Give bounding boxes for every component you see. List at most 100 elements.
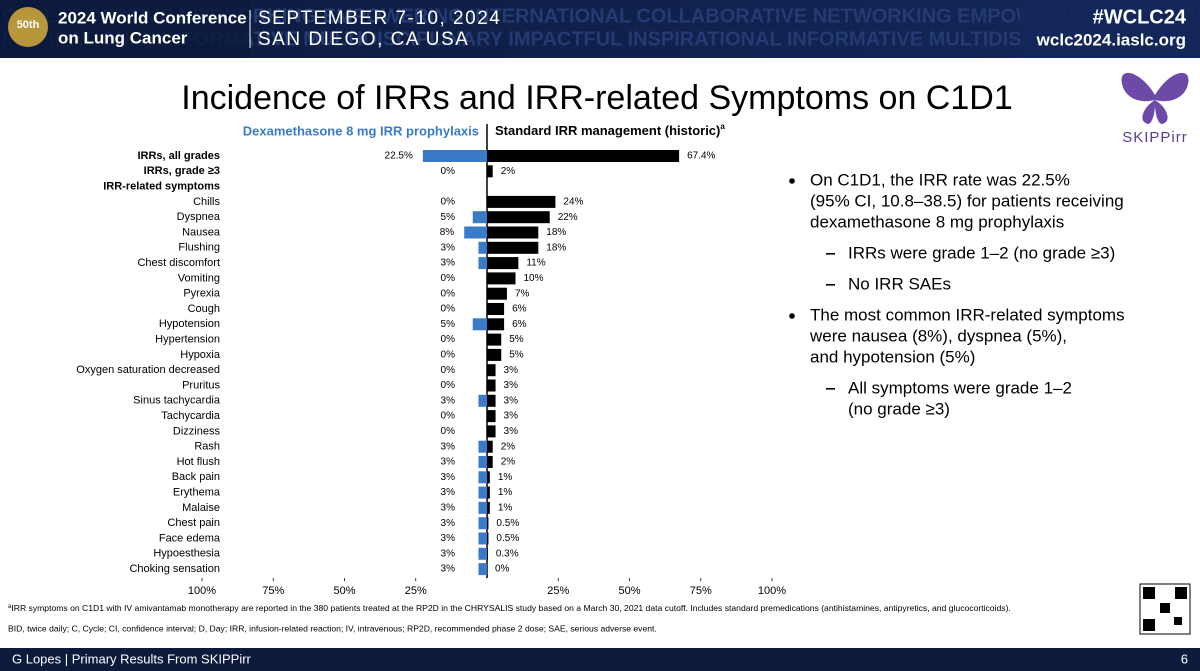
category-label: Cough: [188, 303, 220, 315]
category-label: Chest discomfort: [137, 257, 220, 269]
value-label: 10%: [524, 273, 544, 284]
bullet-text: (95% CI, 10.8–38.5) for patients receivi…: [810, 191, 1124, 210]
value-label: 3%: [504, 365, 519, 376]
bullet-dot: [789, 178, 795, 184]
category-label: Dizziness: [173, 425, 221, 437]
qr-block: [1160, 603, 1170, 613]
x-tick-label: 50%: [618, 585, 640, 597]
category-label: Sinus tachycardia: [133, 395, 221, 407]
conference-name: 2024 World Conference: [58, 8, 247, 27]
category-label: Tachycardia: [161, 410, 221, 422]
category-label: Back pain: [172, 471, 220, 483]
category-label: Pruritus: [182, 379, 220, 391]
bar: [478, 456, 487, 468]
bullet-text: The most common IRR-related symptoms: [810, 305, 1125, 324]
bullet-text: and hypotension (5%): [810, 347, 975, 366]
value-label: 3%: [441, 487, 456, 498]
category-label: Nausea: [182, 226, 221, 238]
hashtag: #WCLC24: [1093, 6, 1187, 28]
value-label: 0.5%: [496, 518, 519, 529]
value-label: 0%: [441, 334, 456, 345]
category-label: Rash: [194, 441, 220, 453]
legend-label-group: Standard IRR management (historic)a: [495, 122, 725, 138]
category-label: Hot flush: [177, 456, 220, 468]
value-label: 3%: [441, 441, 456, 452]
legend-superscript: a: [720, 122, 725, 131]
bar: [487, 471, 490, 484]
conference-logo: [8, 7, 48, 47]
category-label: Hypotension: [159, 318, 220, 330]
x-tick-label: 75%: [262, 585, 284, 597]
x-tick-label: 25%: [405, 585, 427, 597]
value-label: 3%: [441, 518, 456, 529]
x-tick-label: 50%: [333, 585, 355, 597]
skippirr-logo: SKIPPirr: [1121, 72, 1189, 146]
value-label: 0%: [441, 411, 456, 422]
bar: [487, 287, 507, 300]
value-label: 1%: [498, 487, 513, 498]
value-label: 1%: [498, 472, 513, 483]
qr-block: [1175, 587, 1187, 599]
value-label: 2%: [501, 441, 516, 452]
sub-bullet-text: IRRs were grade 1–2 (no grade ≥3): [848, 243, 1115, 262]
category-label: IRR-related symptoms: [103, 181, 220, 193]
x-tick-label: 100%: [188, 585, 216, 597]
value-label: 5%: [441, 212, 456, 223]
value-label: 0%: [495, 564, 510, 575]
category-label: Choking sensation: [129, 563, 220, 575]
bar: [487, 532, 489, 545]
abbreviations: BID, twice daily; C, Cycle; CI, confiden…: [8, 623, 657, 633]
bar: [487, 272, 516, 285]
bar: [487, 425, 496, 438]
value-label: 0.3%: [496, 548, 519, 559]
bar: [478, 440, 487, 453]
value-label: 67.4%: [687, 151, 715, 162]
qr-block: [1143, 587, 1155, 599]
value-label: 0%: [441, 273, 456, 284]
value-label: 0%: [441, 350, 456, 361]
bar: [478, 471, 487, 484]
bar: [487, 379, 496, 392]
value-label: 3%: [441, 457, 456, 468]
value-label: 6%: [512, 304, 527, 315]
value-label: 0%: [441, 365, 456, 376]
value-label: 3%: [441, 472, 456, 483]
category-label: Malaise: [182, 502, 220, 514]
header-right-panel: [1020, 0, 1200, 58]
footer-band: [0, 648, 1200, 671]
logo-text: 50th: [17, 19, 40, 31]
sub-bullet-text: All symptoms were grade 1–2: [848, 378, 1072, 397]
bar: [487, 211, 550, 224]
value-label: 0%: [441, 380, 456, 391]
bar: [478, 241, 487, 254]
footnote-text: IRR symptoms on C1D1 with IV amivantamab…: [11, 603, 1010, 613]
footnote-superscript: a: [8, 604, 12, 610]
bar: [487, 257, 519, 270]
bar: [487, 501, 490, 514]
value-label: 0%: [441, 197, 456, 208]
value-label: 22%: [558, 212, 578, 223]
bar: [487, 456, 493, 468]
sub-bullet-dash: [826, 388, 835, 390]
conference-dates: SEPTEMBER 7-10, 2024: [258, 8, 501, 29]
value-label: 3%: [504, 395, 519, 406]
value-label: 3%: [441, 503, 456, 514]
value-label: 5%: [509, 334, 524, 345]
category-label: Oxygen saturation decreased: [76, 364, 220, 376]
category-label: Dyspnea: [177, 211, 221, 223]
bar: [487, 303, 505, 315]
category-label: IRRs, grade ≥3: [144, 165, 220, 177]
bar: [478, 517, 487, 530]
bar: [487, 440, 493, 453]
value-label: 5%: [441, 319, 456, 330]
butterfly-icon: [1121, 72, 1189, 124]
x-tick-label: 75%: [690, 585, 712, 597]
bar: [487, 333, 502, 346]
slide-title: Incidence of IRRs and IRR-related Sympto…: [181, 79, 1012, 117]
bar: [472, 318, 487, 331]
category-label: Pyrexia: [183, 288, 221, 300]
bullet-dot: [789, 313, 795, 319]
legend-label: Standard IRR management (historic): [495, 123, 720, 138]
